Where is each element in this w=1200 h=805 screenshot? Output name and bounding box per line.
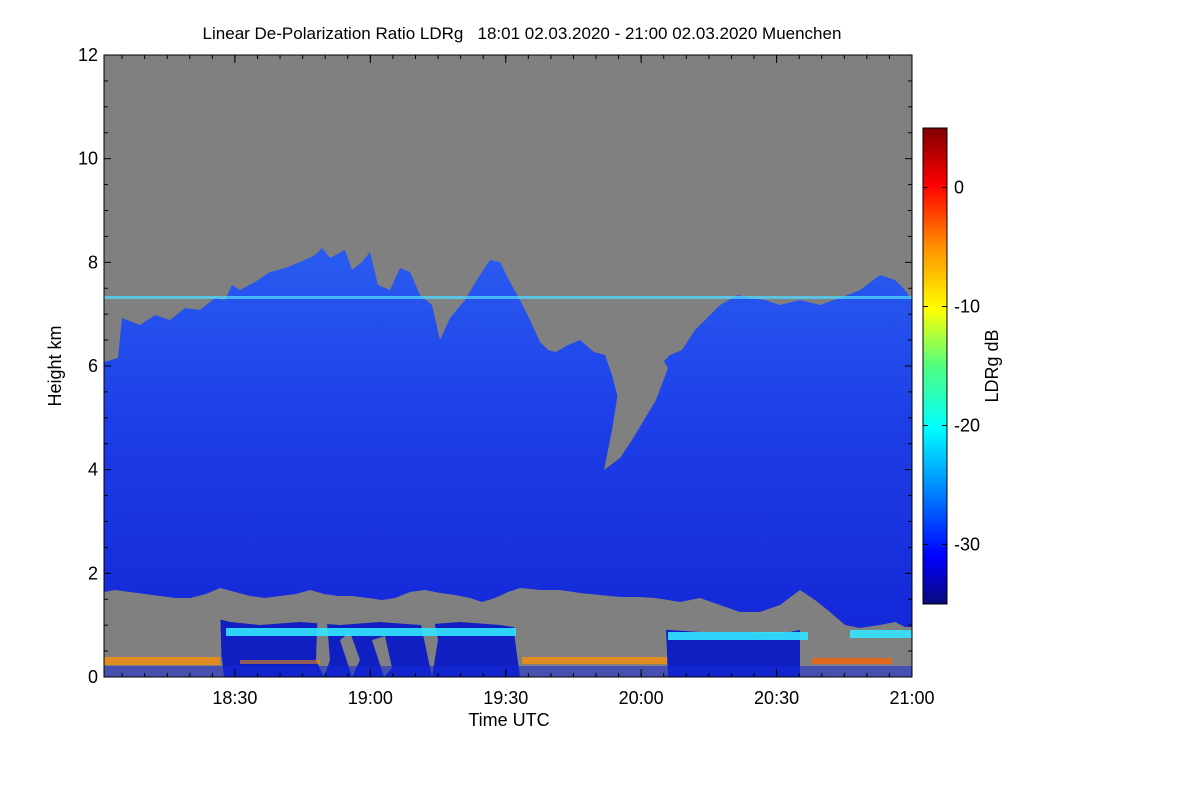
y-tick-label: 2 xyxy=(88,563,98,583)
colorbar-ticks: 0 -10 -20 -30 xyxy=(923,178,980,555)
bright-band-left xyxy=(226,628,516,636)
x-tick-label: 20:30 xyxy=(754,688,799,708)
clutter-right xyxy=(812,658,892,664)
gray-curtains xyxy=(316,600,438,677)
x-tick-label: 20:00 xyxy=(619,688,664,708)
colorbar-tick-label: 0 xyxy=(954,178,964,198)
x-tick-label: 19:30 xyxy=(483,688,528,708)
y-tick-label: 8 xyxy=(88,252,98,272)
y-tick-label: 6 xyxy=(88,356,98,376)
clutter-left xyxy=(104,657,220,665)
spurious-line-7km xyxy=(104,296,912,299)
y-axis: 0 2 4 6 8 10 12 xyxy=(78,45,912,687)
x-tick-label: 21:00 xyxy=(889,688,934,708)
near-surface-blue xyxy=(104,666,912,677)
bright-band-far-right xyxy=(850,630,912,638)
clutter-mid xyxy=(522,657,667,664)
colorbar xyxy=(922,127,948,605)
y-tick-label: 0 xyxy=(88,667,98,687)
gray-intrusion xyxy=(604,315,668,470)
y-tick-label: 10 xyxy=(78,149,98,169)
bright-band-right xyxy=(668,632,808,640)
x-tick-label: 18:30 xyxy=(212,688,257,708)
x-axis-label: Time UTC xyxy=(468,710,549,730)
colorbar-tick-label: -30 xyxy=(954,535,980,555)
plot-area xyxy=(104,55,912,677)
colorbar-tick-label: -10 xyxy=(954,297,980,317)
y-tick-label: 12 xyxy=(78,45,98,65)
x-tick-label: 19:00 xyxy=(348,688,393,708)
colorbar-label: LDRg dB xyxy=(982,329,1002,402)
colorbar-tick-label: -20 xyxy=(954,416,980,436)
y-tick-label: 4 xyxy=(88,460,98,480)
clutter-left-2 xyxy=(240,660,320,664)
cloud-region xyxy=(104,248,912,628)
y-axis-label: Height km xyxy=(45,325,65,406)
x-axis: 18:30 19:00 19:30 20:00 20:30 21:00 xyxy=(121,55,935,708)
low-gray-mid xyxy=(512,592,668,677)
low-gray-left xyxy=(104,596,222,677)
chart-title: Linear De-Polarization Ratio LDRg 18:01 … xyxy=(203,24,842,43)
